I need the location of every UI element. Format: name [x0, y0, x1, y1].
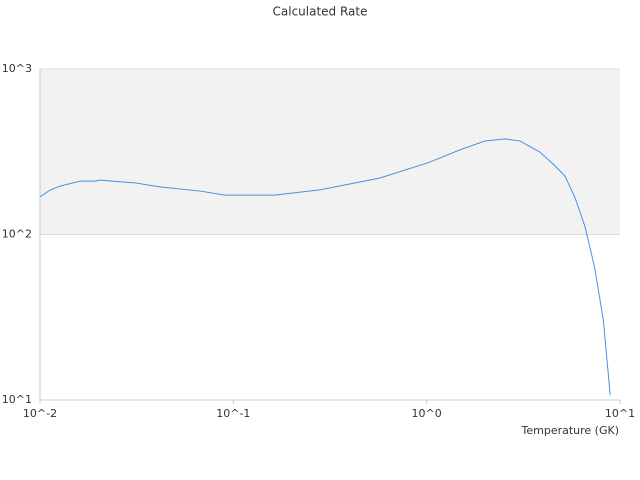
x-tick-label: 10^-2 — [23, 407, 57, 420]
y-tick-label: 10^3 — [2, 62, 32, 75]
chart-title: Calculated Rate — [273, 5, 368, 19]
plot-band — [40, 69, 620, 235]
y-tick-label: 10^1 — [2, 393, 32, 406]
x-tick-label: 10^1 — [605, 407, 635, 420]
y-tick-label: 10^2 — [2, 228, 32, 241]
x-tick-label: 10^-1 — [216, 407, 250, 420]
series-line — [39, 138, 611, 396]
x-axis-title: Temperature (GK) — [521, 424, 620, 437]
plot-band — [40, 234, 620, 400]
x-tick-label: 10^0 — [412, 407, 442, 420]
